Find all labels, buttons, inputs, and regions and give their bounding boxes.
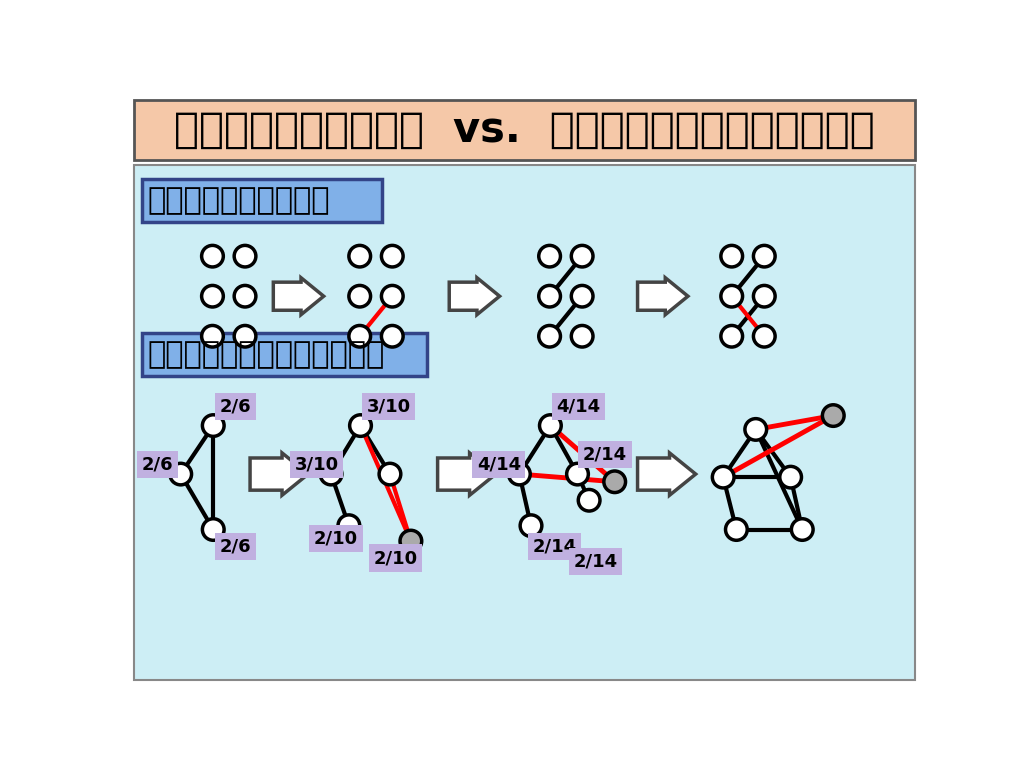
Text: ランダムネットワーク: ランダムネットワーク [147,186,330,215]
Circle shape [754,286,775,307]
Circle shape [202,326,223,347]
Circle shape [713,466,734,488]
Circle shape [381,326,403,347]
Circle shape [202,246,223,267]
Circle shape [571,286,593,307]
Circle shape [234,286,256,307]
Text: ランダムネットワーク  vs.  スケールフリーネットワーク: ランダムネットワーク vs. スケールフリーネットワーク [174,109,876,151]
Text: 2/14: 2/14 [583,445,627,463]
Circle shape [321,463,342,485]
Circle shape [539,246,560,267]
Polygon shape [638,453,695,495]
Text: 4/14: 4/14 [557,397,601,415]
Polygon shape [250,453,308,495]
Circle shape [540,415,561,436]
Circle shape [579,489,600,511]
Circle shape [381,246,403,267]
Circle shape [721,326,742,347]
Circle shape [379,463,400,485]
Text: 2/6: 2/6 [142,455,174,473]
Circle shape [604,471,626,492]
Circle shape [571,326,593,347]
Circle shape [203,518,224,541]
FancyBboxPatch shape [134,100,915,160]
Circle shape [539,326,560,347]
Circle shape [566,463,589,485]
Text: 2/14: 2/14 [573,553,617,571]
Circle shape [779,466,802,488]
Circle shape [822,405,844,426]
Circle shape [509,463,530,485]
Circle shape [744,419,767,440]
Circle shape [203,415,224,436]
Circle shape [520,515,542,537]
Circle shape [381,286,403,307]
Circle shape [170,463,191,485]
Circle shape [754,326,775,347]
Circle shape [234,326,256,347]
Circle shape [792,518,813,541]
Circle shape [202,286,223,307]
Polygon shape [638,278,688,315]
Text: 2/14: 2/14 [532,538,577,555]
Polygon shape [450,278,500,315]
Text: 2/10: 2/10 [374,549,418,567]
Text: スケールフリーネットワーク: スケールフリーネットワーク [147,340,385,369]
Text: 3/10: 3/10 [295,455,339,473]
Circle shape [349,286,371,307]
Text: 4/14: 4/14 [477,455,521,473]
Text: 2/6: 2/6 [219,538,251,555]
Circle shape [754,246,775,267]
Circle shape [571,246,593,267]
Polygon shape [437,453,496,495]
Text: 3/10: 3/10 [367,397,411,415]
Text: 2/10: 2/10 [314,530,358,548]
Circle shape [400,530,422,552]
Circle shape [338,515,359,537]
Circle shape [539,286,560,307]
Polygon shape [273,278,324,315]
Circle shape [349,415,372,436]
Text: 2/6: 2/6 [219,397,251,415]
FancyBboxPatch shape [142,333,427,376]
FancyBboxPatch shape [134,165,915,680]
FancyBboxPatch shape [142,179,382,221]
Circle shape [349,246,371,267]
Circle shape [349,326,371,347]
Circle shape [721,246,742,267]
Circle shape [234,246,256,267]
Circle shape [721,286,742,307]
Circle shape [726,518,748,541]
